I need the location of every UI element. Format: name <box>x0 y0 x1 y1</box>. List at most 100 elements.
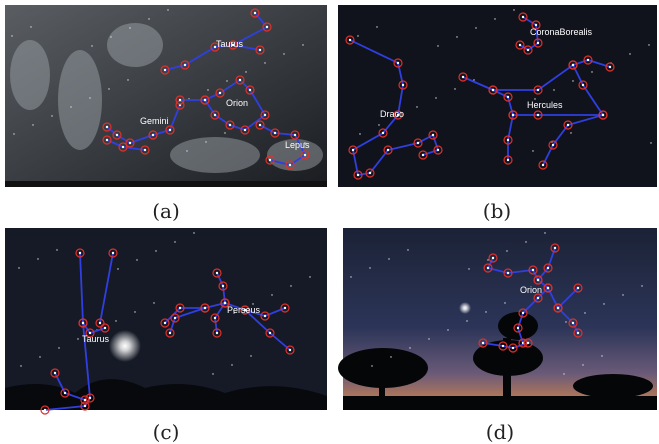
background-star <box>186 150 187 151</box>
star <box>492 257 494 259</box>
star <box>587 59 589 61</box>
star <box>84 405 86 407</box>
star <box>547 267 549 269</box>
star <box>535 24 537 26</box>
background-star <box>117 268 118 269</box>
star <box>369 172 371 174</box>
background-star <box>32 124 33 125</box>
background-star <box>378 124 379 125</box>
background-star <box>357 35 358 36</box>
star <box>179 99 181 101</box>
star <box>106 139 108 141</box>
background-star <box>553 89 554 90</box>
background-star <box>136 259 137 260</box>
star <box>129 142 131 144</box>
background-star <box>485 311 486 312</box>
background-star <box>388 258 389 259</box>
background-star <box>494 18 495 19</box>
star <box>537 42 539 44</box>
star <box>122 146 124 148</box>
star <box>537 114 539 116</box>
background-star <box>271 294 272 295</box>
constellation-label: CoronaBorealis <box>530 27 593 37</box>
moon <box>109 330 141 362</box>
background-star <box>193 232 194 233</box>
star <box>216 272 218 274</box>
star <box>269 159 271 161</box>
star <box>537 89 539 91</box>
background-star <box>264 62 265 63</box>
star <box>104 327 106 329</box>
panel-label: (c) <box>153 420 180 444</box>
background-star <box>506 250 507 251</box>
star <box>487 267 489 269</box>
background-star <box>290 285 291 286</box>
background-star <box>30 26 31 27</box>
star <box>577 332 579 334</box>
panel-label: (b) <box>483 199 511 223</box>
background-star <box>435 97 436 98</box>
star <box>352 149 354 151</box>
star <box>437 149 439 151</box>
star <box>106 126 108 128</box>
background-star <box>115 320 116 321</box>
background-star <box>205 141 206 142</box>
background-star <box>108 88 109 89</box>
star <box>517 327 519 329</box>
background-star <box>428 338 429 339</box>
background-star <box>447 329 448 330</box>
background-star <box>591 71 592 72</box>
background-star <box>89 97 90 98</box>
star <box>116 134 118 136</box>
background-star <box>37 258 38 259</box>
star <box>169 332 171 334</box>
star <box>547 287 549 289</box>
constellation-label: Lepus <box>285 140 310 150</box>
star <box>112 252 114 254</box>
star <box>164 322 166 324</box>
star <box>527 49 529 51</box>
star <box>224 302 226 304</box>
panel-label: (d) <box>486 420 514 444</box>
constellation-label: Taurus <box>82 334 110 344</box>
star <box>382 132 384 134</box>
status-bar <box>5 181 327 187</box>
background-star <box>468 268 469 269</box>
star <box>289 164 291 166</box>
star <box>522 16 524 18</box>
star <box>349 39 351 41</box>
background-star <box>129 27 130 28</box>
constellation-label: Hercules <box>527 100 563 110</box>
background-star <box>20 365 21 366</box>
background-star <box>437 45 438 46</box>
star <box>537 279 539 281</box>
background-star <box>13 133 14 134</box>
background-star <box>572 80 573 81</box>
background-star <box>350 276 351 277</box>
star <box>184 64 186 66</box>
star <box>422 154 424 156</box>
constellation-label: Gemini <box>140 116 169 126</box>
background-star <box>11 35 12 36</box>
star <box>512 114 514 116</box>
star <box>572 322 574 324</box>
star <box>492 89 494 91</box>
background-star <box>532 150 533 151</box>
background-star <box>603 303 604 304</box>
star <box>229 124 231 126</box>
star <box>214 317 216 319</box>
star <box>284 307 286 309</box>
constellation-label: Taurus <box>216 39 244 49</box>
star <box>462 76 464 78</box>
star <box>144 149 146 151</box>
background-star <box>454 88 455 89</box>
background-star <box>475 27 476 28</box>
star <box>64 392 66 394</box>
figure: Taurus Gemini Orion Lepus CoronaBorealis… <box>0 0 659 444</box>
star <box>249 89 251 91</box>
panel-b: CoronaBorealis Draco Hercules <box>338 5 657 187</box>
star <box>269 332 271 334</box>
background-star <box>629 53 630 54</box>
star <box>219 92 221 94</box>
background-star <box>376 26 377 27</box>
